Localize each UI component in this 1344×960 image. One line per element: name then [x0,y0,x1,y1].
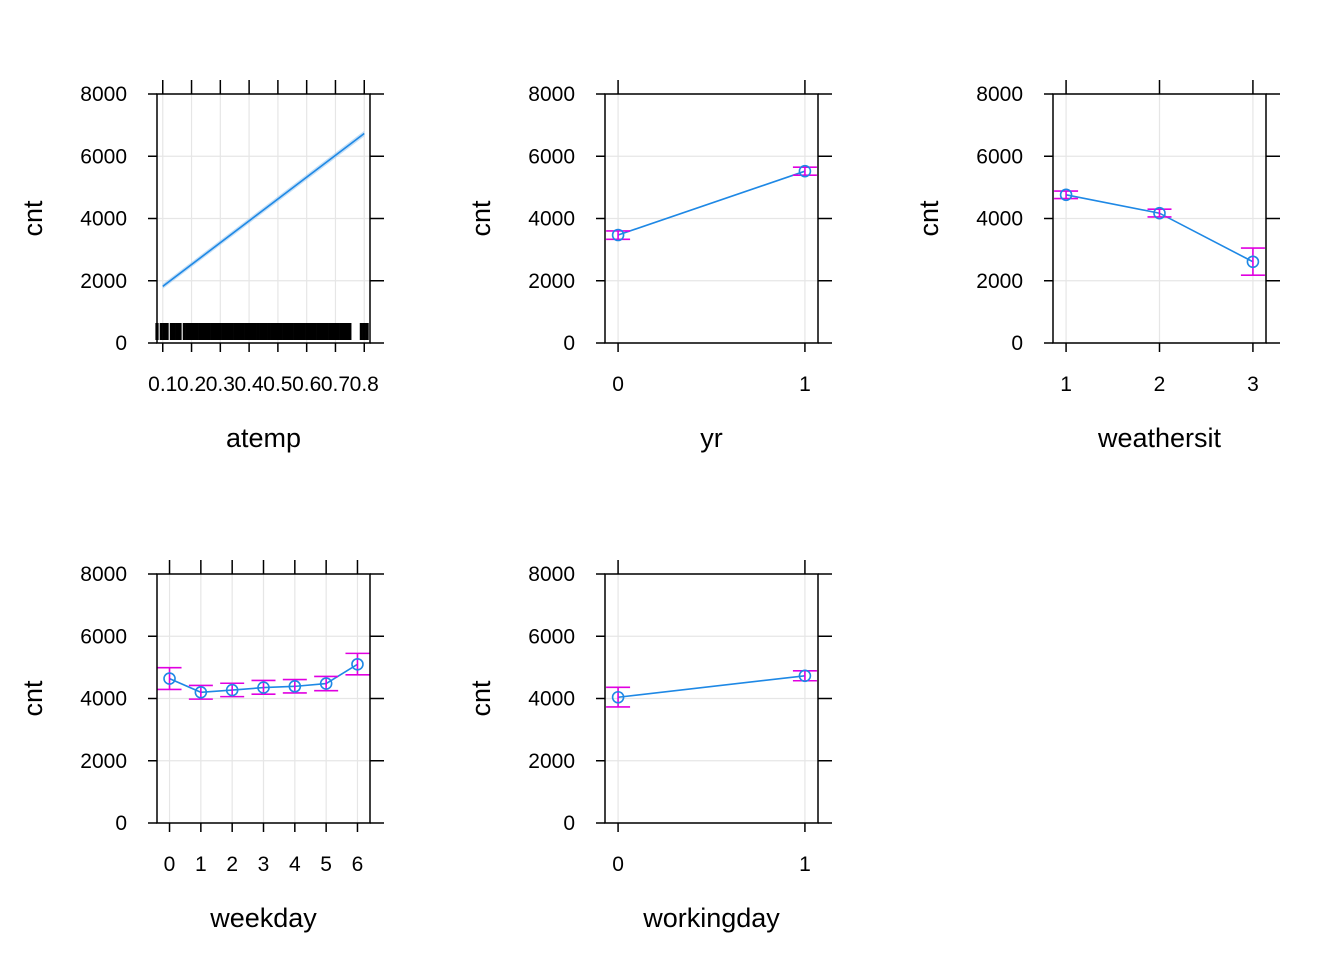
effect-panel-weathersit: 0 2000 4000 6000 8000 1 2 3 weathersit cnt [914,80,1280,453]
x-tick-label: 3 [1247,373,1259,396]
y-tick-label: 8000 [80,563,127,586]
x-tick-label: 0.5 [263,373,292,396]
y-tick-label: 0 [115,332,127,355]
x-tick-label: 3 [258,853,270,876]
y-tick-label: 6000 [80,625,127,648]
effect-panel-yr: 0 2000 4000 6000 8000 0 1 yr cnt [466,80,832,453]
y-tick-label: 8000 [528,83,575,106]
y-tick-label: 2000 [528,750,575,773]
y-axis-title: cnt [466,680,496,717]
effect-panel-atemp: 0 2000 4000 6000 8000 0.1 0.2 0.3 0.4 0.5 0.6 0.7 0.… [18,80,384,453]
y-tick-label: 4000 [528,688,575,711]
data-point [351,657,364,671]
data-point [225,683,239,697]
y-tick-label: 4000 [528,208,575,231]
error-bar [606,686,631,708]
y-tick-label: 8000 [528,563,575,586]
data-point [288,680,302,693]
error-bar [1054,190,1079,200]
x-tick-label: 0.8 [350,373,379,396]
effect-line [617,674,806,699]
data-point [1153,206,1166,220]
x-tick-label: 0.2 [177,373,206,396]
y-tick-label: 8000 [80,83,127,106]
data-point [798,669,812,683]
effect-line [617,170,806,236]
error-bar [1147,208,1172,218]
x-tick-label: 1 [799,373,811,396]
error-bar [157,666,182,691]
y-tick-label: 2000 [80,750,127,773]
y-axis-title: cnt [466,200,496,237]
x-tick-label: 1 [1060,373,1072,396]
data-point [798,164,812,178]
y-tick-label: 4000 [80,688,127,711]
data-point [194,685,208,699]
error-bar [792,166,817,177]
y-axis-title: cnt [914,200,944,237]
y-tick-label: 2000 [80,270,127,293]
x-tick-label: 4 [289,853,301,876]
data-point [611,690,625,704]
x-tick-label: 0 [612,853,624,876]
x-tick-label: 0.1 [148,373,177,396]
y-tick-label: 4000 [976,208,1023,231]
y-tick-label: 2000 [976,270,1023,293]
x-tick-label: 5 [320,853,332,876]
x-tick-label: 0.6 [292,373,321,396]
data-point [1059,188,1073,202]
effect-panel-workingday: 0 2000 4000 6000 8000 0 1 workingday cnt [466,560,832,933]
x-tick-label: 1 [195,853,207,876]
effect-line [162,132,365,287]
error-bar [220,682,245,698]
y-tick-label: 2000 [528,270,575,293]
x-tick-label: 0 [164,853,176,876]
y-tick-label: 6000 [976,145,1023,168]
x-axis-title: weathersit [1097,423,1222,453]
y-tick-label: 0 [563,332,575,355]
y-tick-label: 4000 [80,208,127,231]
y-tick-label: 8000 [976,83,1023,106]
error-bar [345,652,370,676]
error-bar [1240,247,1265,276]
x-axis-title: yr [700,423,723,453]
y-axis-title: cnt [18,200,48,237]
error-bar [606,230,631,241]
data-point [257,681,270,694]
data-point [1246,255,1260,269]
x-axis-title: weekday [209,903,317,933]
data-point [163,672,176,685]
x-axis-title: workingday [642,903,780,933]
y-tick-label: 6000 [528,145,575,168]
y-tick-label: 0 [1011,332,1023,355]
x-tick-label: 0.3 [206,373,235,396]
x-tick-label: 0.4 [235,373,265,396]
y-tick-label: 0 [563,812,575,835]
x-tick-label: 1 [799,853,811,876]
y-tick-label: 6000 [528,625,575,648]
error-bar [188,684,213,700]
y-tick-label: 0 [115,812,127,835]
x-tick-label: 2 [1154,373,1166,396]
x-tick-label: 6 [352,853,364,876]
x-axis-title: atemp [226,423,301,453]
y-axis-title: cnt [18,680,48,717]
y-tick-label: 6000 [80,145,127,168]
x-tick-label: 0.7 [321,373,350,396]
x-tick-label: 0 [612,373,624,396]
error-bar [282,678,307,694]
x-tick-label: 2 [226,853,238,876]
data-point [319,677,333,690]
data-point [611,228,625,242]
error-bar [792,669,817,682]
